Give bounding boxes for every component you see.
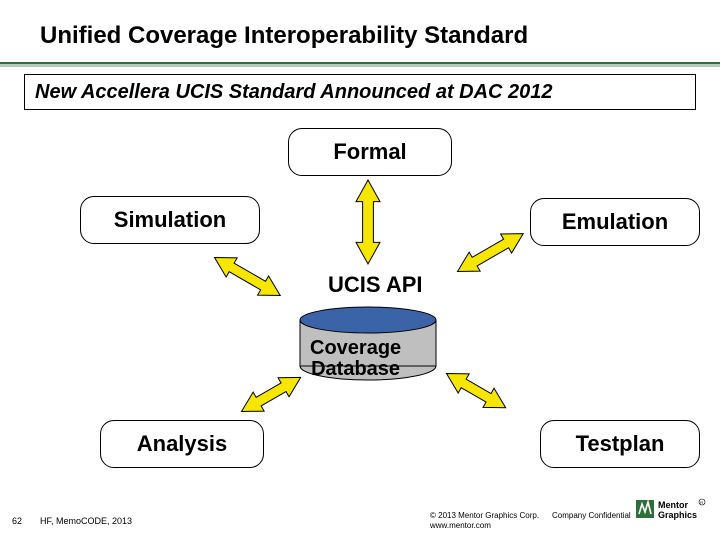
node-simulation: Simulation (80, 196, 260, 244)
footer: 62 HF, MemoCODE, 2013 © 2013 Mentor Grap… (0, 502, 720, 532)
subtitle-text: New Accellera UCIS Standard Announced at… (35, 81, 553, 104)
arrow-simulation-to-api (220, 248, 296, 297)
title-rule (0, 62, 720, 67)
node-analysis: Analysis (100, 420, 264, 468)
svg-text:R: R (700, 500, 703, 505)
footer-confidential: Company Confidential (552, 511, 631, 520)
node-formal: Formal (288, 128, 452, 176)
node-analysis-label: Analysis (137, 431, 228, 457)
slide: Unified Coverage Interoperability Standa… (0, 0, 720, 540)
node-testplan: Testplan (540, 420, 700, 468)
logo-text-2: Graphics (658, 510, 697, 520)
node-formal-label: Formal (333, 139, 406, 165)
arrow-testplan-to-api (452, 368, 520, 417)
arrow-analysis-to-api (236, 368, 304, 417)
coverage-database-label: CoverageDatabase (310, 338, 401, 380)
footer-copyright: © 2013 Mentor Graphics Corp. (430, 511, 539, 520)
page-title: Unified Coverage Interoperability Standa… (40, 22, 528, 50)
arrow-emulation-to-api (452, 248, 528, 297)
mentor-graphics-logo: Mentor Graphics R (636, 498, 708, 528)
logo-text-1: Mentor (658, 500, 688, 510)
node-simulation-label: Simulation (114, 207, 226, 233)
arrow-formal-to-api (356, 180, 440, 289)
node-emulation-label: Emulation (562, 209, 668, 235)
subtitle-box: New Accellera UCIS Standard Announced at… (24, 74, 696, 110)
node-emulation: Emulation (530, 198, 700, 246)
footer-credit: HF, MemoCODE, 2013 (40, 516, 132, 526)
node-testplan-label: Testplan (576, 431, 665, 457)
footer-url: www.mentor.com (430, 521, 491, 530)
page-number: 62 (12, 516, 22, 526)
